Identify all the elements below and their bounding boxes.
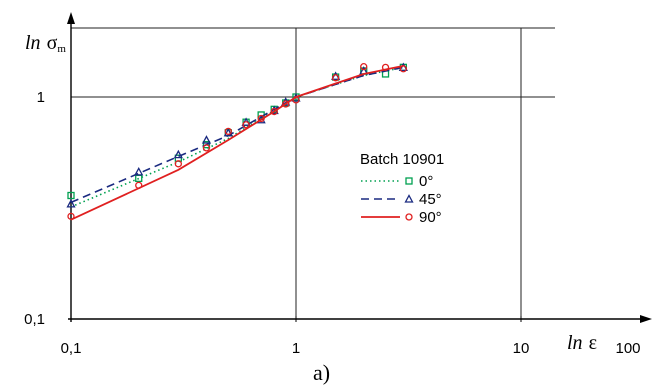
data-point (282, 100, 290, 108)
data-point (331, 74, 340, 82)
data-point (202, 144, 211, 152)
data-point (399, 65, 408, 73)
series-3 (67, 62, 408, 221)
figure-caption: a) (313, 360, 330, 385)
x-tick-label: 10 (513, 340, 530, 357)
series-line (70, 66, 404, 204)
data-point (224, 127, 232, 136)
tick-labels: 0,1 1 10 100 0,1 1 (24, 89, 640, 357)
data-point (67, 212, 75, 220)
series-layer (66, 62, 408, 221)
data-point (174, 160, 183, 168)
legend-entry: 0° (361, 173, 433, 190)
x-axis-label: ln ε (567, 332, 597, 354)
grid (71, 27, 555, 319)
y-axis-label-italic: ln (25, 32, 41, 54)
data-point (67, 191, 75, 200)
series-1 (67, 63, 408, 208)
legend-title: Batch 10901 (360, 151, 444, 168)
series-line (70, 65, 404, 221)
legend-marker (405, 177, 413, 185)
y-tick-label: 0,1 (24, 311, 45, 328)
data-point (201, 135, 212, 144)
legend-label: 0° (419, 173, 433, 190)
legend-marker (405, 213, 413, 221)
data-point (292, 96, 300, 104)
legend-label: 90° (419, 209, 442, 226)
y-axis-label: ln σm (25, 32, 66, 55)
data-point (173, 149, 183, 159)
x-axis-label-symbol: ε (589, 332, 597, 354)
data-point (360, 62, 368, 71)
x-tick-label: 1 (292, 340, 300, 357)
y-axis-label-subscript: m (57, 43, 66, 55)
legend-entry: 45° (361, 191, 442, 208)
data-point (257, 114, 265, 123)
y-axis-arrow (67, 12, 75, 24)
legend-label: 45° (419, 191, 442, 208)
legend-marker (404, 194, 414, 203)
data-point (270, 107, 278, 116)
x-axis-label-italic: ln (567, 332, 583, 354)
data-point (135, 181, 143, 189)
axes (67, 12, 652, 323)
data-point (202, 141, 211, 149)
x-tick-label: 0,1 (61, 340, 82, 357)
legend: Batch 10901 0°45°90° (360, 151, 444, 226)
x-axis-arrow (640, 315, 652, 323)
data-point (381, 63, 390, 72)
legend-entry: 90° (361, 209, 442, 226)
data-point (242, 121, 250, 129)
y-tick-label: 1 (37, 89, 45, 106)
data-point (66, 199, 76, 208)
y-axis-label-symbol: σ (47, 32, 58, 54)
data-point (223, 127, 233, 137)
x-tick-label: 100 (615, 340, 640, 357)
data-point (134, 166, 144, 176)
series-line (70, 66, 404, 208)
